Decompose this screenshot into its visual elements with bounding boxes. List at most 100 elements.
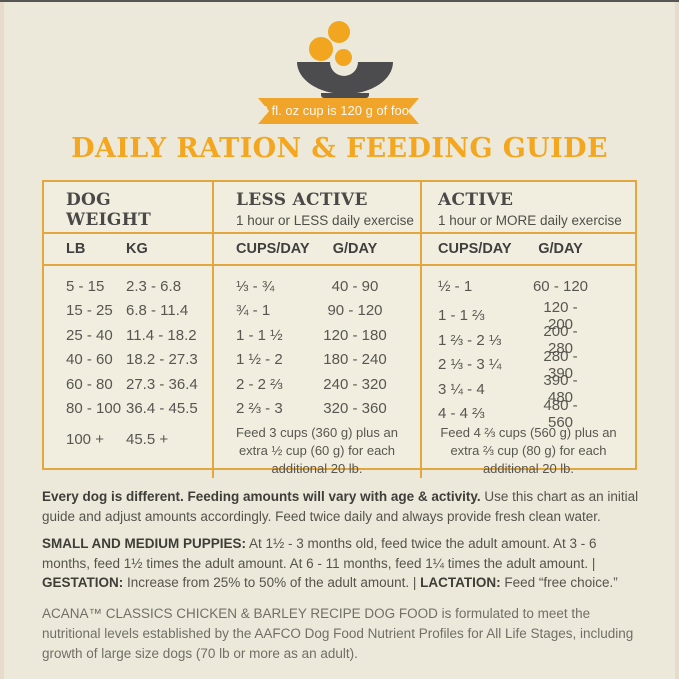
cell-kg: 45.5 + (126, 430, 169, 448)
table-row: 1 - 1 ½ 120 - 180 (214, 323, 420, 348)
section-title: DOG WEIGHT (66, 190, 152, 230)
cell-cups: 1 ⅔ - 2 ⅓ (438, 331, 502, 349)
section-active: ACTIVE 1 hour or MORE daily exercise CUP… (420, 182, 635, 478)
section-title: ACTIVE (438, 190, 514, 210)
column-header-lb: LB (66, 241, 86, 257)
active-extra-note: Feed 4 ⅔ cups (560 g) plus an extra ⅔ cu… (440, 425, 617, 476)
cell-lb: 40 - 60 (66, 351, 113, 369)
section-dog-weight: DOG WEIGHT LB KG 5 - 15 2.3 - 6.8 15 - 25… (44, 182, 212, 478)
table-row: ¾ - 1 90 - 120 (214, 299, 420, 324)
table-row: ⅓ - ¾ 40 - 90 (214, 274, 420, 299)
label-gestation: GESTATION: (42, 575, 124, 590)
footnote-general-lead: Every dog is different. Feeding amounts … (42, 489, 481, 504)
top-edge-line (0, 0, 679, 2)
column-header-row: CUPS/DAY G/DAY (422, 234, 635, 266)
cell-lb: 25 - 40 (66, 326, 113, 344)
text-lactation: Feed “free choice.” (500, 575, 618, 590)
kibble-dot-icon (328, 21, 350, 43)
feeding-table: DOG WEIGHT LB KG 5 - 15 2.3 - 6.8 15 - 25… (42, 180, 637, 478)
cell-kg: 27.3 - 36.4 (126, 375, 198, 393)
cell-grams: 40 - 90 (331, 277, 379, 295)
section-less-active: LESS ACTIVE 1 hour or LESS daily exercis… (212, 182, 420, 478)
table-row: 2 - 2 ⅔ 240 - 320 (214, 372, 420, 397)
cup-measure-badge: 8 fl. oz cup is 120 g of food (258, 98, 419, 124)
cup-measure-badge-text: 8 fl. oz cup is 120 g of food (260, 103, 417, 118)
page-title: DAILY RATION & FEEDING GUIDE (71, 133, 608, 164)
section-header: ACTIVE 1 hour or MORE daily exercise (422, 182, 635, 234)
cell-lb: 80 - 100 (66, 400, 122, 418)
section-subtitle: 1 hour or LESS daily exercise (236, 212, 414, 228)
section-data: ½ - 1 60 - 120 1 - 1 ⅔ 120 - 200 1 ⅔ - 2 ⅓… (422, 266, 635, 478)
cell-kg: 18.2 - 27.3 (126, 351, 198, 369)
cell-cups: 1 - 1 ½ (236, 326, 283, 344)
table-row: 40 - 60 18.2 - 27.3 (44, 348, 212, 373)
table-row: 2 ⅓ - 3 ¼ 280 - 390 (422, 348, 635, 382)
cell-kg: 36.4 - 45.5 (126, 400, 198, 418)
footnote-general: Every dog is different. Feeding amounts … (42, 487, 640, 526)
footnote-puppies-gestation-lactation: SMALL AND MEDIUM PUPPIES: At 1½ - 3 mont… (42, 534, 640, 593)
cell-cups: 3 ¼ - 4 (438, 380, 485, 398)
cell-grams: 200 - 280 (543, 323, 578, 357)
cell-grams: 180 - 240 (323, 351, 387, 369)
bowl-foot-icon (321, 93, 369, 98)
column-header-row: CUPS/DAY G/DAY (214, 234, 420, 266)
table-row: 5 - 15 2.3 - 6.8 (44, 274, 212, 299)
table-row: 100 + 45.5 + (44, 427, 212, 452)
cell-cups: 1 ½ - 2 (236, 351, 283, 369)
cell-grams: 120 - 200 (543, 298, 578, 333)
cell-grams: 390 - 480 (543, 372, 578, 406)
cell-cups: 2 ⅓ - 3 ¼ (438, 356, 502, 373)
table-row: ½ - 1 60 - 120 (422, 274, 635, 299)
section-title: LESS ACTIVE (236, 190, 368, 210)
cell-cups: ½ - 1 (438, 277, 473, 295)
cell-cups: 1 - 1 ⅔ (438, 307, 485, 324)
cell-cups: 2 - 2 ⅔ (236, 375, 283, 393)
cell-kg: 11.4 - 18.2 (126, 326, 197, 344)
left-edge-shade (0, 2, 4, 679)
cell-grams: 280 - 390 (543, 347, 578, 382)
table-row: 4 - 4 ⅔ 480 - 560 (422, 397, 635, 431)
column-header-gday: G/DAY (332, 241, 378, 257)
table-row: 60 - 80 27.3 - 36.4 (44, 372, 212, 397)
column-header-cups: CUPS/DAY (438, 241, 512, 257)
footnote-general-rest: Use this chart as an initial guide and a… (42, 489, 639, 524)
cell-cups: 2 ⅔ - 3 (236, 400, 283, 418)
cell-cups: ¾ - 1 (236, 302, 271, 320)
cell-lb: 60 - 80 (66, 375, 113, 393)
cell-grams: 60 - 120 (532, 277, 589, 295)
cell-lb: 100 + (66, 430, 104, 448)
section-header: LESS ACTIVE 1 hour or LESS daily exercis… (214, 182, 420, 234)
text-gestation: Increase from 25% to 50% of the adult am… (123, 575, 421, 590)
section-header: DOG WEIGHT (44, 182, 212, 234)
cell-grams: 90 - 120 (327, 302, 383, 320)
table-row: 25 - 40 11.4 - 18.2 (44, 323, 212, 348)
section-data: ⅓ - ¾ 40 - 90 ¾ - 1 90 - 120 1 - 1 ½ 120 - … (214, 266, 420, 478)
column-header-gday: G/DAY (538, 241, 583, 257)
column-header-kg: KG (126, 241, 148, 257)
cell-grams: 120 - 180 (323, 326, 387, 344)
section-data: 5 - 15 2.3 - 6.8 15 - 25 6.8 - 11.4 25 - 4… (44, 266, 212, 452)
cell-grams: 240 - 320 (323, 375, 387, 393)
cell-grams: 320 - 360 (323, 400, 387, 418)
column-header-row: LB KG (44, 234, 212, 266)
less-active-extra-note: Feed 3 cups (360 g) plus an extra ½ cup … (236, 425, 398, 476)
table-row: 1 ⅔ - 2 ⅓ 200 - 280 (422, 323, 635, 357)
label-lactation: LACTATION: (420, 575, 501, 590)
table-row: 1 - 1 ⅔ 120 - 200 (422, 299, 635, 333)
table-row: 3 ¼ - 4 390 - 480 (422, 372, 635, 406)
table-row: 1 ½ - 2 180 - 240 (214, 348, 420, 373)
right-edge-shade (675, 2, 679, 679)
column-header-cups: CUPS/DAY (236, 241, 310, 257)
aafco-statement: ACANA™ CLASSICS CHICKEN & BARLEY RECIPE … (42, 606, 634, 661)
cell-kg: 2.3 - 6.8 (126, 277, 182, 295)
cell-grams: 480 - 560 (543, 396, 578, 431)
cell-cups: 4 - 4 ⅔ (438, 405, 485, 422)
table-row: 15 - 25 6.8 - 11.4 (44, 299, 212, 324)
text-puppies: At 1½ - 3 months old, feed twice the adu… (42, 536, 597, 571)
kibble-dot-icon (335, 49, 352, 66)
label-puppies: SMALL AND MEDIUM PUPPIES: (42, 536, 247, 551)
cell-lb: 5 - 15 (66, 277, 105, 295)
kibble-dot-icon (309, 37, 333, 61)
cell-kg: 6.8 - 11.4 (126, 302, 189, 320)
